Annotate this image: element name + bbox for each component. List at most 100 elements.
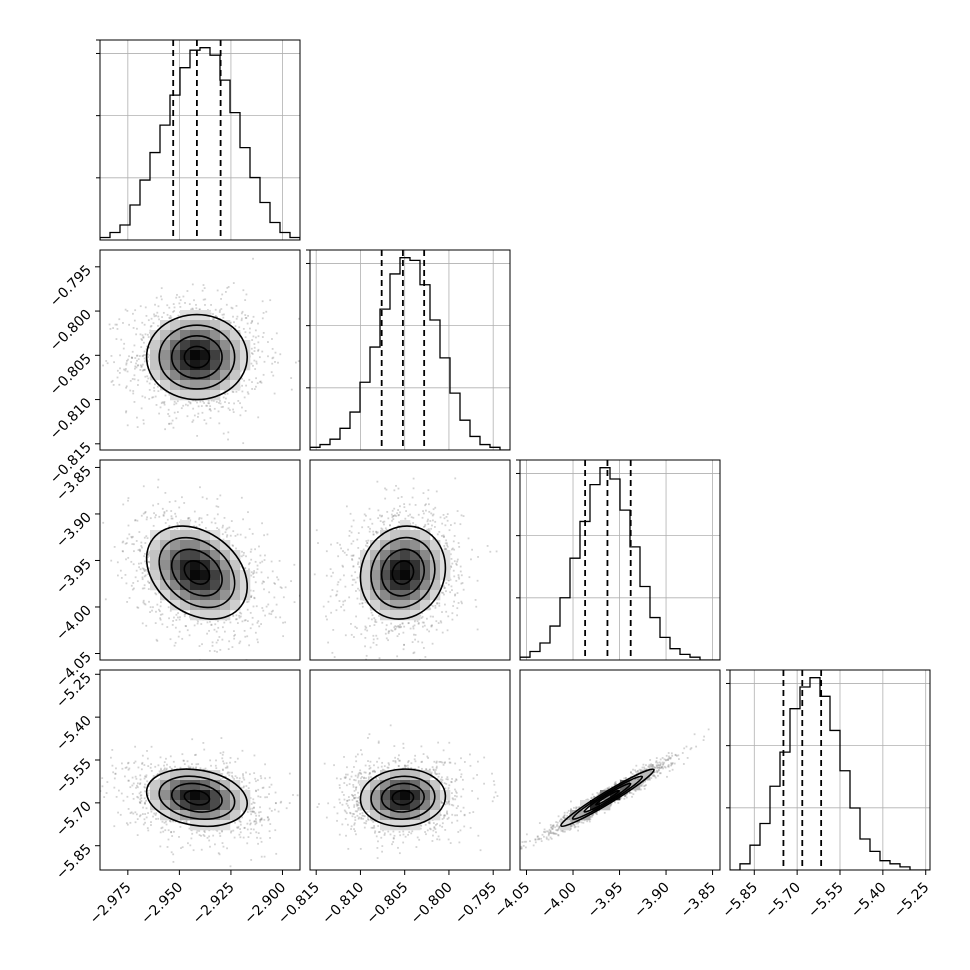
scatter-point [449, 591, 452, 594]
scatter-point [139, 778, 142, 781]
scatter-point [165, 509, 168, 512]
scatter-point [267, 603, 270, 606]
scatter-point [144, 396, 147, 399]
scatter-point [155, 593, 158, 596]
scatter-point [148, 397, 151, 400]
density-cell [420, 530, 431, 541]
scatter-point [192, 399, 195, 402]
scatter-point [238, 614, 240, 617]
scatter-point [167, 408, 170, 411]
scatter-point [192, 849, 195, 852]
scatter-point [159, 618, 162, 621]
density-cell [360, 590, 371, 601]
scatter-point [138, 531, 141, 533]
scatter-point [118, 372, 121, 374]
scatter-point [251, 381, 253, 383]
scatter-point [417, 622, 420, 624]
scatter-point [232, 391, 235, 393]
scatter-point [146, 375, 149, 378]
scatter-point [230, 326, 233, 329]
scatter-point [148, 783, 151, 785]
density-cell [430, 550, 441, 561]
scatter-point [143, 555, 145, 558]
scatter-point [255, 790, 257, 793]
scatter-point [137, 364, 140, 367]
scatter-point [151, 609, 153, 612]
scatter-point [444, 524, 447, 527]
scatter-point [434, 520, 437, 523]
scatter-point [403, 503, 406, 506]
scatter-point [168, 501, 171, 503]
scatter-point [161, 613, 164, 616]
scatter-point [394, 625, 397, 628]
scatter-point [232, 408, 234, 411]
scatter-point [445, 539, 448, 542]
scatter-point [167, 838, 170, 841]
scatter-point [223, 516, 226, 519]
scatter-point [116, 376, 119, 379]
scatter-point [428, 503, 430, 506]
scatter-point [244, 409, 247, 412]
scatter-point [250, 548, 253, 551]
scatter-point [342, 600, 345, 603]
scatter-point [421, 671, 423, 673]
scatter-point [486, 545, 489, 547]
density-cell [360, 570, 371, 581]
scatter-point [369, 527, 371, 530]
scatter-point [184, 625, 187, 627]
scatter-point [126, 359, 128, 362]
density-cell [180, 580, 191, 591]
scatter-point [197, 415, 199, 418]
scatter-point [248, 562, 251, 564]
scatter-point [250, 571, 253, 574]
scatter-point [263, 360, 266, 363]
scatter-point [191, 738, 194, 741]
scatter-point [449, 565, 452, 568]
scatter-point [476, 628, 479, 631]
scatter-point [168, 617, 170, 620]
scatter-point [221, 638, 224, 641]
scatter-point [188, 634, 191, 637]
scatter-point [134, 519, 137, 522]
scatter-point [144, 813, 147, 815]
scatter-point [154, 516, 157, 519]
scatter-point [252, 364, 254, 367]
scatter-point [476, 579, 479, 582]
scatter-point [87, 417, 89, 419]
scatter-point [254, 823, 257, 826]
scatter-point [391, 509, 394, 512]
scatter-point [458, 545, 461, 548]
density-cell [210, 530, 221, 541]
density-cell [200, 330, 211, 341]
scatter-point [327, 600, 330, 603]
scatter-point [268, 818, 270, 821]
scatter-point [461, 602, 463, 605]
scatter-point [452, 605, 455, 607]
scatter-point [279, 586, 282, 589]
scatter-point [219, 778, 222, 781]
scatter-point [220, 308, 223, 310]
scatter-point [144, 786, 146, 789]
scatter-panel-3-0 [99, 669, 301, 871]
scatter-point [384, 497, 387, 500]
scatter-point [459, 565, 462, 568]
scatter-point [232, 315, 234, 318]
scatter-point [232, 282, 235, 284]
scatter-point [335, 594, 338, 597]
scatter-point [159, 605, 162, 608]
density-cell [220, 600, 231, 611]
scatter-point [125, 411, 127, 414]
scatter-point [223, 621, 226, 624]
density-cell [210, 610, 221, 621]
scatter-point [176, 318, 179, 321]
scatter-point [263, 559, 266, 561]
scatter-point [142, 336, 145, 339]
scatter-point [221, 830, 223, 833]
scatter-point [215, 505, 218, 508]
scatter-point [115, 338, 118, 340]
density-cell [230, 370, 241, 381]
scatter-point [252, 589, 255, 592]
density-cell [240, 580, 251, 591]
scatter-point [364, 636, 367, 639]
scatter-point [412, 627, 415, 630]
